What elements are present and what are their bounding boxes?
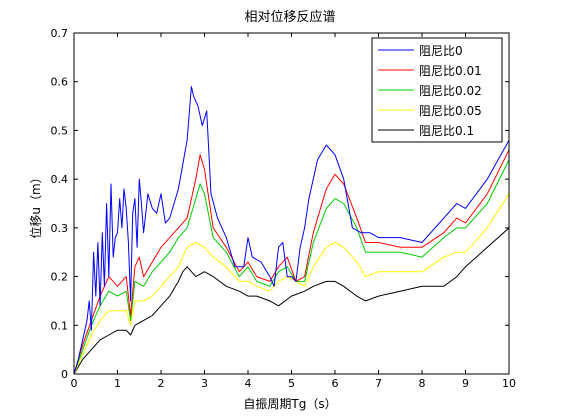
x-tick-label: 6 [332,377,339,390]
legend: 阻尼比0 阻尼比0.01 阻尼比0.02 阻尼比0.05 阻尼比0.1 [371,37,503,143]
x-tick-label: 0 [71,377,78,390]
y-axis-label: 位移u（m） [28,171,43,238]
series-line-4 [73,193,510,375]
x-tick-label: 9 [462,377,469,390]
y-tick-label: 0.6 [51,76,69,89]
y-tick-label: 0.7 [51,27,69,40]
legend-label: 阻尼比0.05 [419,104,482,118]
series-line-5 [73,227,510,375]
y-tick-label: 0.1 [51,319,69,332]
legend-label: 阻尼比0.02 [419,84,482,98]
x-tick-label: 4 [245,377,252,390]
x-tick-label: 10 [502,377,516,390]
x-tick-label: 2 [158,377,165,390]
series-line-1 [73,86,510,375]
y-tick-label: 0.2 [51,271,69,284]
y-tick-label: 0 [61,368,68,381]
x-tick-label: 7 [375,377,382,390]
legend-label: 阻尼比0.01 [419,64,482,78]
y-tick-label: 0.3 [51,222,69,235]
x-tick-label: 1 [114,377,121,390]
y-tick-label: 0.5 [51,124,69,137]
tick-layer: 0 1 2 3 4 5 6 7 8 9 10 0 0.1 0.2 0.3 0.4 0.5 0.6 0.7 [51,27,517,390]
x-tick-label: 3 [201,377,208,390]
legend-label: 阻尼比0.1 [419,124,474,138]
legend-label: 阻尼比0 [419,44,463,58]
x-tick-label: 8 [419,377,426,390]
series-layer [73,86,510,375]
y-tick-label: 0.4 [51,173,69,186]
series-line-2 [73,149,510,375]
x-tick-label: 5 [288,377,295,390]
x-axis-label: 自振周期Tg（s） [243,397,336,411]
chart-title: 相对位移反应谱 [244,9,335,25]
series-line-3 [73,159,510,375]
